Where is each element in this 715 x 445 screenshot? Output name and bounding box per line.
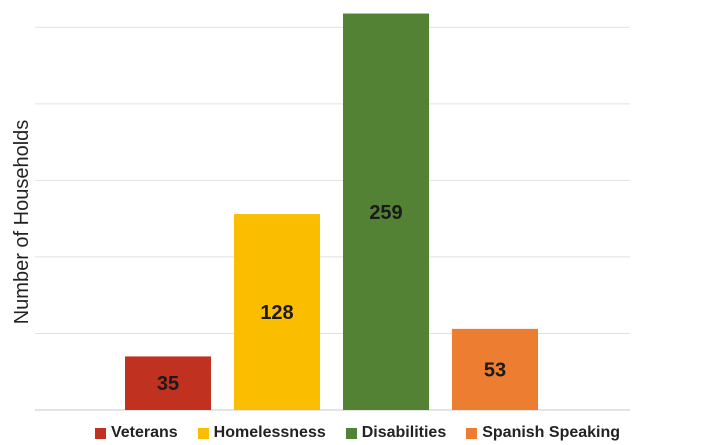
bars bbox=[125, 13, 538, 411]
legend-label-spanish-speaking: Spanish Speaking bbox=[482, 424, 621, 441]
legend-label-disabilities: Disabilities bbox=[361, 424, 447, 441]
gridlines bbox=[35, 26, 630, 411]
bar-labels: 35 128 259 53 bbox=[157, 202, 506, 395]
data-label-homelessness: 128 bbox=[260, 302, 293, 324]
data-label-veterans: 35 bbox=[157, 373, 179, 395]
legend-swatch-disabilities bbox=[345, 427, 357, 439]
legend-item-spanish-speaking: Spanish Speaking bbox=[466, 424, 620, 442]
legend: Veterans Homelessness Disabilities Spanish … bbox=[0, 422, 715, 444]
bar-disabilities bbox=[343, 13, 429, 411]
data-label-spanish-speaking: 53 bbox=[484, 359, 506, 381]
legend-label-homelessness: Homelessness bbox=[213, 424, 326, 441]
legend-swatch-veterans bbox=[94, 427, 106, 439]
bar-homelessness bbox=[234, 214, 320, 410]
legend-swatch-spanish-speaking bbox=[466, 427, 478, 439]
data-label-disabilities: 259 bbox=[369, 202, 402, 224]
legend-label-veterans: Veterans bbox=[110, 424, 178, 441]
legend-item-homelessness: Homelessness bbox=[197, 424, 326, 442]
legend-item-disabilities: Disabilities bbox=[345, 424, 447, 442]
bar-veterans bbox=[125, 356, 211, 410]
y-axis-label: Number of Households bbox=[11, 120, 33, 325]
legend-item-veterans: Veterans bbox=[94, 424, 178, 442]
bar-spanish-speaking bbox=[452, 328, 538, 410]
legend-swatch-homelessness bbox=[197, 427, 209, 439]
